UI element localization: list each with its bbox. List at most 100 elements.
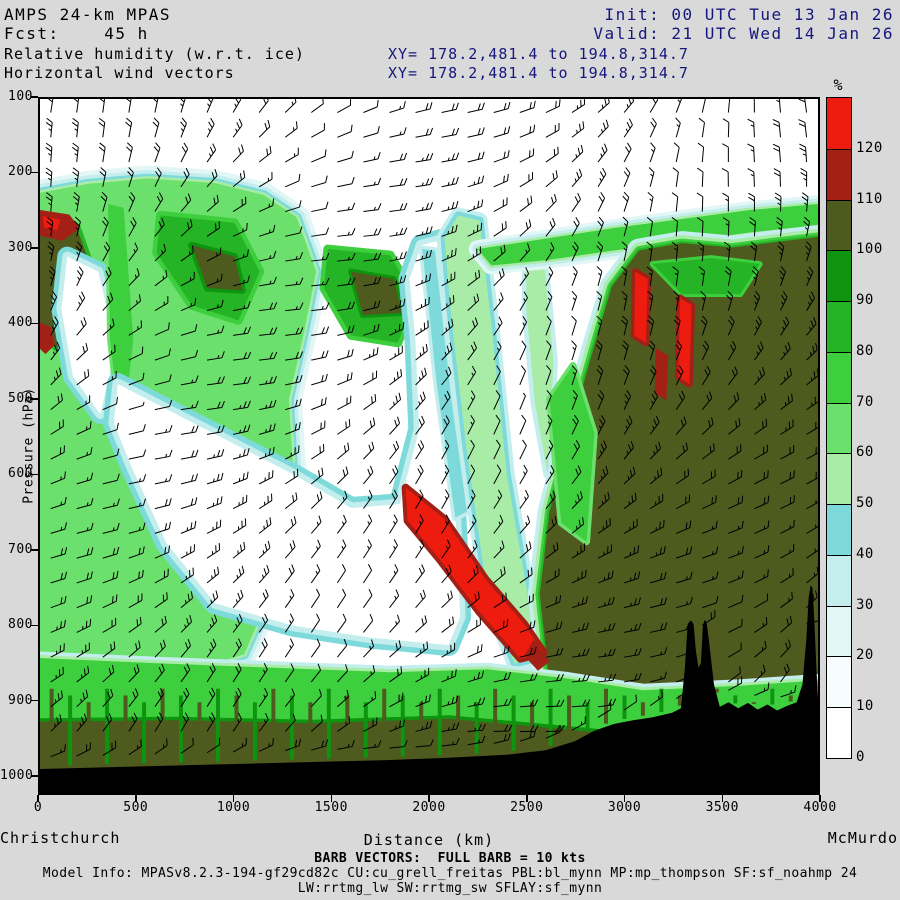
colorbar-tick-label: 40: [856, 545, 874, 562]
colorbar-tick-label: 100: [856, 241, 883, 258]
y-tick-mark: [31, 171, 38, 174]
x-tick-mark: [232, 795, 235, 802]
y-tick-mark: [31, 624, 38, 626]
rh-region-right-green-patch: [549, 365, 595, 542]
colorbar-segment: [827, 605, 851, 657]
y-tick-mark: [31, 398, 38, 400]
y-tick-mark: [31, 322, 38, 325]
rh-region-red-streak-2: [678, 297, 692, 385]
xy-range-1: XY= 178.2,481.4 to 194.8,314.7: [388, 45, 689, 63]
rh-region-upper-right-band: [477, 203, 818, 266]
colorbar-segment: [827, 199, 851, 251]
colorbar-segment: [827, 402, 851, 454]
x-tick-label: 2500: [510, 800, 544, 815]
y-tick-label: 500: [8, 390, 33, 406]
barb-legend-note: BARB VECTORS: FULL BARB = 10 kts: [314, 851, 586, 866]
x-tick-mark: [135, 795, 137, 802]
colorbar-tick-label: 50: [856, 495, 874, 512]
y-tick-label: 400: [8, 315, 33, 331]
y-tick-label: 200: [8, 164, 33, 180]
model-title: AMPS 24-km MPAS: [4, 5, 171, 24]
y-tick-label: 900: [8, 692, 33, 708]
colorbar-tick-label: 110: [856, 190, 883, 207]
y-tick-label: 1000: [0, 768, 34, 784]
rh-region-right-supersaturated-mass: [539, 237, 818, 771]
colorbar-segment: [827, 98, 851, 149]
x-tick-mark: [428, 795, 430, 802]
y-tick-label: 300: [8, 239, 33, 255]
colorbar-segment: [827, 301, 851, 352]
rh-region-dry-hole-central: [113, 240, 461, 646]
cross-section-plot: [40, 99, 818, 793]
colorbar-unit-label: %: [833, 76, 843, 94]
right-location-label: McMurdo: [827, 829, 898, 847]
y-tick-label: 800: [8, 617, 33, 633]
y-tick-mark: [31, 96, 38, 98]
colorbar-tick-label: 80: [856, 342, 874, 359]
x-tick-label: 3500: [705, 800, 739, 815]
colorbar-segment: [827, 250, 851, 302]
colorbar-tick-label: 10: [856, 698, 874, 715]
colorbar-segment: [827, 351, 851, 403]
rh-region-connector-band: [526, 249, 554, 475]
rh-region-left-core-olive: [191, 245, 243, 291]
x-tick-label: 0: [33, 800, 43, 815]
y-tick-mark: [31, 549, 38, 551]
field-name-1: Relative humidity (w.r.t. ice): [4, 45, 305, 63]
x-tick-label: 4000: [803, 800, 837, 815]
colorbar-segment: [827, 148, 851, 200]
colorbar-segment: [827, 453, 851, 505]
field-name-2: Horizontal wind vectors: [4, 64, 235, 82]
x-tick-mark: [526, 795, 528, 802]
init-time: Init: 00 UTC Tue 13 Jan 26: [604, 5, 894, 24]
rh-region-right-top-green: [652, 258, 760, 295]
colorbar-tick-label: 0: [856, 749, 865, 765]
terrain-silhouette: [40, 585, 818, 793]
model-info-line2: LW:rrtmg_lw SW:rrtmg_sw SFLAY:sf_mynn: [297, 881, 603, 896]
plot-area: [38, 97, 820, 795]
x-tick-label: 3000: [607, 800, 642, 815]
rh-region-diagonal-moist-band: [444, 215, 538, 664]
rh-region-left-edge-darkred2: [40, 322, 55, 355]
colorbar-segment: [827, 656, 851, 708]
colorbar-tick-label: 30: [856, 596, 874, 613]
left-location-label: Christchurch: [0, 829, 121, 847]
rh-region-red-diagonal-tip: [524, 639, 550, 671]
y-tick-label: 700: [8, 541, 33, 557]
x-tick-label: 1500: [314, 800, 348, 815]
rh-region-cyan-diagonal-stripe: [422, 249, 467, 518]
colorbar-segment: [827, 707, 851, 758]
y-tick-mark: [31, 473, 38, 475]
model-info-line1: Model Info: MPASv8.2.3-194-gf29cd82c CU:…: [42, 866, 858, 881]
colorbar-tick-label: 70: [856, 393, 874, 410]
x-tick-label: 1000: [216, 800, 251, 815]
rh-region-left-edge-red: [42, 216, 61, 231]
x-tick-mark: [330, 795, 332, 802]
x-tick-mark: [819, 795, 821, 802]
x-tick-label: 500: [123, 800, 149, 815]
y-tick-mark: [31, 775, 38, 777]
x-tick-mark: [721, 795, 723, 802]
rh-region-dry-hole-upper-left: [61, 256, 116, 415]
colorbar: [826, 97, 852, 759]
colorbar-segment: [827, 504, 851, 555]
colorbar-tick-label: 60: [856, 444, 874, 461]
colorbar-tick-label: 20: [856, 647, 874, 664]
y-tick-label: 600: [8, 466, 33, 482]
xy-range-2: XY= 178.2,481.4 to 194.8,314.7: [388, 64, 689, 82]
x-tick-mark: [623, 795, 626, 802]
colorbar-segment: [827, 554, 851, 606]
rh-region-left-core2-olive: [351, 271, 402, 316]
wind-barb-layer: [45, 99, 818, 758]
y-tick-mark: [31, 247, 38, 249]
colorbar-tick-label: 120: [856, 139, 883, 156]
rh-region-red-patch-small: [654, 348, 669, 401]
rh-region-red-streak-1: [634, 271, 648, 343]
y-tick-label: 100: [8, 89, 33, 104]
y-tick-mark: [31, 699, 38, 702]
forecast-hour: Fcst: 45 h: [4, 24, 149, 43]
colorbar-tick-label: 90: [856, 292, 874, 309]
x-tick-label: 2000: [412, 800, 446, 815]
x-tick-mark: [37, 795, 39, 802]
